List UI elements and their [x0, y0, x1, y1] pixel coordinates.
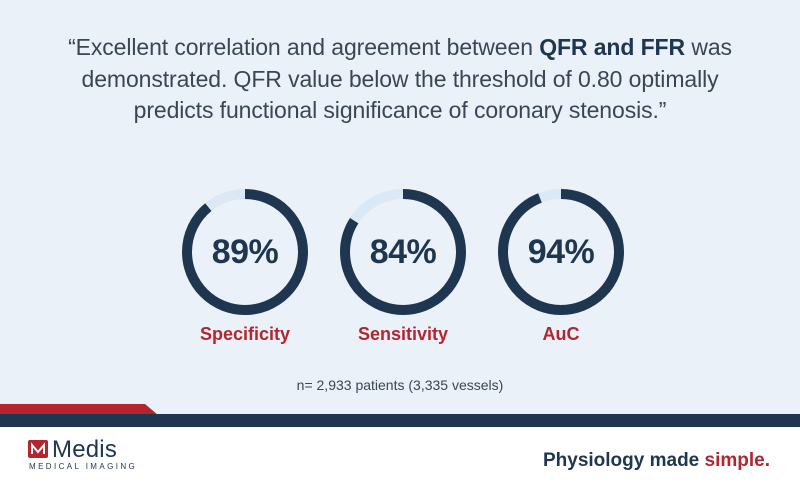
sensitivity-gauge: 84% — [338, 187, 468, 317]
logo-name: Medis — [52, 436, 118, 463]
quote-line1-post: was — [685, 34, 732, 60]
specificity-gauge: 89% — [180, 187, 310, 317]
gauge-value: 89% — [211, 232, 279, 271]
quote-line2: demonstrated. QFR value below the thresh… — [81, 65, 719, 92]
quote-highlight: QFR and FFR — [539, 34, 686, 60]
gauge-arc — [340, 189, 466, 315]
gauge-ring — [182, 189, 308, 315]
auc-gauge: 94% — [496, 187, 626, 317]
logo-mark-icon — [28, 440, 48, 458]
tagline-accent: simple. — [704, 450, 770, 471]
quote-line3: predicts functional significance of coro… — [133, 97, 667, 124]
tagline: Physiology made simple. — [543, 450, 770, 472]
auc-label: AuC — [542, 324, 580, 344]
gauge-value: 84% — [369, 232, 437, 271]
content-panel: “Excellent correlation and agreement bet… — [0, 0, 800, 418]
logo-glyph-icon — [31, 442, 45, 454]
red-accent-bar — [0, 404, 158, 415]
gauge-arc — [498, 189, 624, 315]
tagline-main: Physiology made — [542, 450, 705, 471]
gauge-arc — [182, 189, 308, 315]
specificity-label: Specificity — [199, 324, 291, 344]
logo-subtitle: MEDICAL IMAGING — [29, 462, 138, 471]
study-quote: “Excellent correlation and agreement bet… — [40, 32, 760, 127]
navy-divider-bar — [0, 414, 800, 427]
gauge-value: 94% — [527, 232, 595, 271]
sensitivity-label: Sensitivity — [357, 324, 449, 344]
sample-size-note: n= 2,933 patients (3,335 vessels) — [296, 377, 504, 393]
gauge-ring — [498, 189, 624, 315]
gauge-ring — [340, 189, 466, 315]
quote-line1-pre: “Excellent correlation and agreement bet… — [68, 34, 540, 60]
